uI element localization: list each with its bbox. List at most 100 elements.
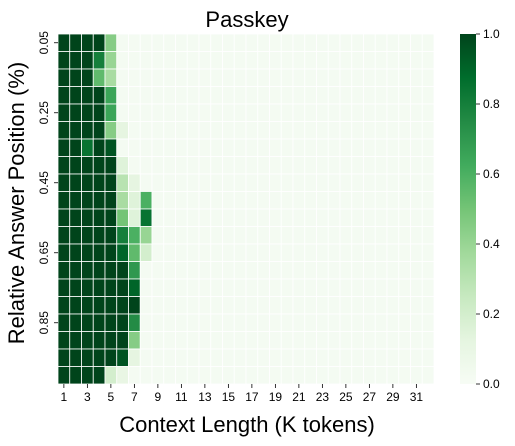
heatmap-cell [57,226,71,245]
heatmap-cell [386,261,400,280]
heatmap-cell [92,348,106,367]
heatmap-cell [116,278,129,297]
heatmap-cell [222,191,235,210]
heatmap-cell [304,366,317,385]
heatmap-cell [92,33,106,52]
heatmap-cell [222,103,235,122]
heatmap-cell [257,243,270,262]
heatmap-cell [233,173,247,192]
heatmap-cell [81,86,94,105]
heatmap-cell [175,68,188,87]
heatmap-cell [410,366,423,385]
heatmap-cell [339,191,353,210]
heatmap-cell [304,191,317,210]
heatmap-cell [139,173,153,192]
heatmap-cell [92,138,106,157]
heatmap-cell [198,296,212,315]
heatmap-cell [421,278,435,297]
heatmap-cell [69,226,82,245]
heatmap-cell [339,261,353,280]
heatmap-cell [327,138,341,157]
y-tick-label: 0.45 [37,171,51,195]
heatmap-cell [269,86,282,105]
heatmap-cell [175,313,188,332]
heatmap-cell [210,226,223,245]
heatmap-cell [163,103,176,122]
heatmap-cell [245,103,259,122]
heatmap-cell [222,208,235,227]
heatmap-cell [339,313,353,332]
heatmap-cell [269,191,282,210]
heatmap-cell [116,121,129,140]
x-tick-label: 13 [198,390,212,404]
heatmap-cell [186,208,200,227]
heatmap-cell [151,103,165,122]
heatmap-cell [363,33,376,52]
heatmap-cell [351,173,364,192]
heatmap-cell [128,278,141,297]
heatmap-cell [410,261,423,280]
heatmap-cell [339,103,353,122]
heatmap-cell [233,121,247,140]
heatmap-cell [69,103,82,122]
heatmap-cell [116,51,129,70]
heatmap-cell [410,191,423,210]
heatmap-cell [339,208,353,227]
heatmap-cell [151,121,165,140]
heatmap-cell [316,103,329,122]
colorbar-tick-label: 1.0 [483,27,500,41]
heatmap-cell [92,313,106,332]
heatmap-cell [339,68,353,87]
heatmap-cell [128,296,141,315]
heatmap-cell [421,68,435,87]
heatmap-cell [245,191,259,210]
heatmap-cell [139,51,153,70]
heatmap-cell [139,226,153,245]
heatmap-cell [139,313,153,332]
heatmap-cell [316,313,329,332]
heatmap-cell [339,348,353,367]
heatmap-cell [280,366,294,385]
heatmap-cell [421,313,435,332]
chart-title: Passkey [205,7,288,32]
heatmap-cell [175,103,188,122]
heatmap-cell [386,243,400,262]
heatmap-cell [398,173,411,192]
y-tick-label: 0.05 [37,31,51,55]
heatmap-cell [398,261,411,280]
heatmap-cell [104,121,118,140]
x-tick-label: 1 [61,390,68,404]
heatmap-cell [304,173,317,192]
heatmap-cell [81,103,94,122]
heatmap-cell [151,138,165,157]
heatmap-cell [292,226,306,245]
x-tick-label: 17 [245,390,259,404]
heatmap-cell [292,348,306,367]
heatmap-cell [327,226,341,245]
heatmap-cell [257,138,270,157]
heatmap-cell [233,68,247,87]
heatmap-cell [292,103,306,122]
heatmap-cell [327,173,341,192]
heatmap-cell [57,331,71,350]
heatmap-cell [280,261,294,280]
colorbar-tick-label: 0.8 [483,97,500,111]
heatmap-cell [104,68,118,87]
heatmap-cell [292,121,306,140]
heatmap-cell [57,121,71,140]
heatmap-cell [233,226,247,245]
heatmap-cell [104,278,118,297]
heatmap-cell [351,261,364,280]
heatmap-cell [316,226,329,245]
heatmap-cell [386,278,400,297]
heatmap-cell [57,313,71,332]
heatmap-cell [292,366,306,385]
heatmap-cell [363,261,376,280]
heatmap-cell [210,173,223,192]
heatmap-cell [292,296,306,315]
heatmap-cell [257,226,270,245]
heatmap-cell [304,331,317,350]
heatmap-cell [233,261,247,280]
heatmap-cell [374,51,388,70]
heatmap-cell [398,121,411,140]
